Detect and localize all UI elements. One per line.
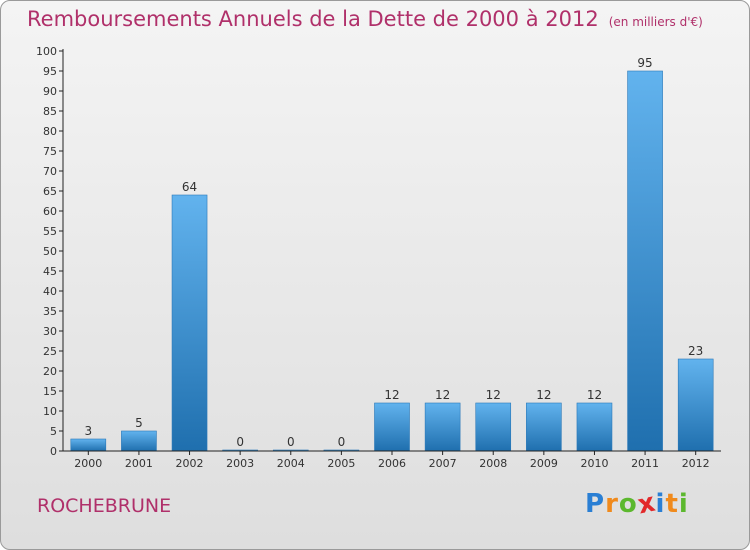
bar-2009	[526, 402, 562, 452]
y-tick-label: 30	[43, 325, 57, 338]
x-tick-label-2005: 2005	[327, 457, 355, 470]
logo-letter: P	[585, 489, 606, 519]
y-tick-label: 25	[43, 345, 57, 358]
data-label-2003: 0	[236, 435, 244, 449]
bar-2010	[576, 402, 613, 452]
chart-title: Remboursements Annuels de la Dette de 20…	[27, 7, 703, 31]
logo-letter: i	[678, 489, 689, 519]
bars-group	[70, 70, 714, 452]
data-label-2002: 64	[182, 180, 197, 194]
y-tick-label: 80	[43, 125, 57, 138]
y-tick-label: 70	[43, 165, 57, 178]
x-tick-label-2007: 2007	[429, 457, 457, 470]
y-tick-label: 40	[43, 285, 57, 298]
unit-label: (en milliers d'€)	[608, 15, 703, 29]
data-label-2011: 95	[637, 56, 652, 70]
x-tick-label-2000: 2000	[74, 457, 102, 470]
logo-letter: i	[655, 489, 666, 519]
y-tick-label: 5	[50, 425, 57, 438]
y-tick-label: 20	[43, 365, 57, 378]
data-label-2009: 12	[536, 388, 551, 402]
y-tick-label: 65	[43, 185, 57, 198]
y-tick-label: 35	[43, 305, 57, 318]
logo-letter: r	[605, 489, 619, 519]
x-tick-label-2008: 2008	[479, 457, 507, 470]
bar-2011	[627, 70, 663, 452]
data-label-2007: 12	[435, 388, 450, 402]
x-tick-label-2003: 2003	[226, 457, 254, 470]
y-tick-label: 90	[43, 85, 57, 98]
y-tick-label: 75	[43, 145, 57, 158]
data-label-2005: 0	[338, 435, 346, 449]
logo-letter: t	[665, 489, 679, 519]
data-label-2008: 12	[486, 388, 501, 402]
y-tick-label: 45	[43, 265, 57, 278]
x-tick-label-2012: 2012	[682, 457, 710, 470]
y-tick-label: 85	[43, 105, 57, 118]
x-tick-label-2004: 2004	[277, 457, 305, 470]
y-tick-label: 100	[36, 45, 57, 58]
x-tick-label-2011: 2011	[631, 457, 659, 470]
data-label-2004: 0	[287, 435, 295, 449]
data-label-2010: 12	[587, 388, 602, 402]
x-tick-label-2006: 2006	[378, 457, 406, 470]
bar-2001	[121, 430, 157, 452]
bar-2008	[475, 402, 512, 452]
bar-2006	[374, 402, 410, 452]
y-tick-label: 50	[43, 245, 57, 258]
y-tick-label: 0	[50, 445, 57, 458]
place-name: ROCHEBRUNE	[37, 495, 172, 517]
bar-2007	[424, 402, 461, 452]
x-tick-label-2009: 2009	[530, 457, 558, 470]
y-tick-label: 15	[43, 385, 57, 398]
labels-group: 3 5 64 0 0 0 12 12 12 12 12 95 23	[84, 56, 703, 449]
x-tick-label-2002: 2002	[176, 457, 204, 470]
y-tick-label: 95	[43, 65, 57, 78]
data-label-2001: 5	[135, 416, 143, 430]
data-label-2006: 12	[384, 388, 399, 402]
data-label-2012: 23	[688, 344, 703, 358]
bar-2012	[677, 358, 714, 452]
y-tick-label: 55	[43, 225, 57, 238]
proxiti-logo: Proxiti	[585, 487, 689, 520]
data-label-2000: 3	[84, 424, 92, 438]
x-tick-label-2010: 2010	[580, 457, 608, 470]
bar-2002	[171, 194, 208, 452]
axes-group: 0510152025303540455055606570758085909510…	[36, 45, 721, 470]
y-tick-label: 60	[43, 205, 57, 218]
y-tick-label: 10	[43, 405, 57, 418]
chart-title-text: Remboursements Annuels de la Dette de 20…	[27, 7, 599, 31]
x-tick-label-2001: 2001	[125, 457, 153, 470]
bar-2000	[70, 438, 107, 452]
logo-letter: o	[618, 489, 638, 519]
